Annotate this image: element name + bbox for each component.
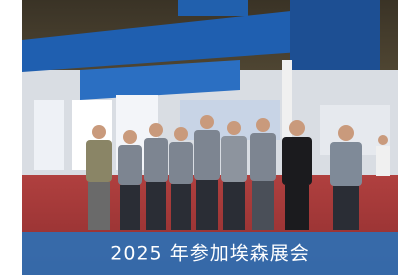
- photo-card: 2025 年参加埃森展会: [0, 0, 411, 275]
- people: [86, 115, 390, 230]
- exhibition-photo: [22, 0, 398, 275]
- caption: 2025 年参加埃森展会: [110, 243, 309, 265]
